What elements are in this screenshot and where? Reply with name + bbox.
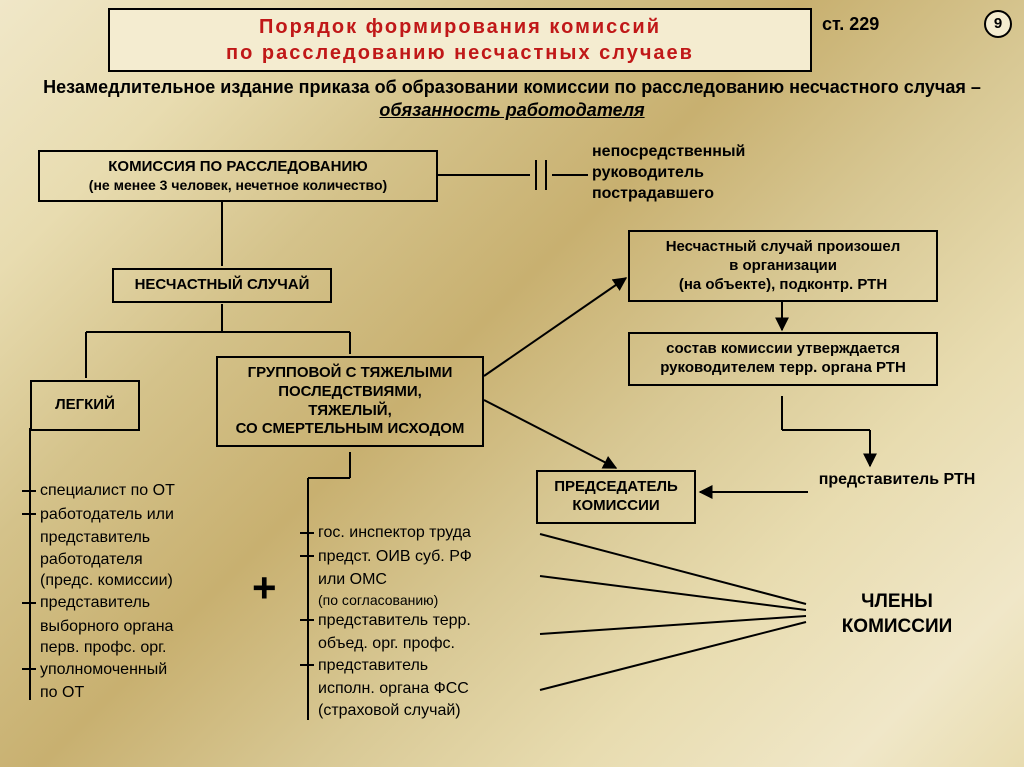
title-box: Порядок формирования комиссий по расслед…	[108, 8, 812, 72]
list-cont: исполн. органа ФСС	[300, 678, 540, 700]
heavy-l1: ГРУППОВОЙ С ТЯЖЕЛЫМИ	[226, 364, 474, 383]
node-commission: КОМИССИЯ ПО РАССЛЕДОВАНИЮ (не менее 3 че…	[38, 150, 438, 202]
statute-ref: ст. 229	[822, 14, 879, 35]
node-chairman: ПРЕДСЕДАТЕЛЬ КОМИССИИ	[536, 470, 696, 524]
list-item: представитель терр.	[300, 610, 540, 632]
list-item: представитель	[22, 592, 242, 614]
node-heavy: ГРУППОВОЙ С ТЯЖЕЛЫМИ ПОСЛЕДСТВИЯМИ, ТЯЖЕ…	[216, 356, 484, 447]
list-cont: выборного органа	[22, 616, 242, 638]
list-cont: или ОМС	[300, 569, 540, 591]
node-rtn-org: Несчастный случай произошел в организаци…	[628, 230, 938, 302]
list-item: гос. инспектор труда	[300, 522, 540, 544]
list-item: представитель	[300, 655, 540, 677]
commission-line1: КОМИССИЯ ПО РАССЛЕДОВАНИЮ	[48, 158, 428, 177]
list-cont: по ОТ	[22, 682, 242, 704]
list-cont: перв. профс. орг.	[22, 637, 242, 659]
node-light: ЛЕГКИЙ	[30, 380, 140, 431]
subtitle: Незамедлительное издание приказа об обра…	[0, 76, 1024, 123]
chairman-l2: КОМИССИИ	[546, 497, 686, 516]
list-cont: объед. орг. профс.	[300, 633, 540, 655]
list-light: специалист по ОТ работодатель или предст…	[22, 480, 242, 704]
text-members: ЧЛЕНЫ КОМИССИИ	[812, 590, 982, 639]
members-l1: ЧЛЕНЫ	[812, 590, 982, 615]
node-accident: НЕСЧАСТНЫЙ СЛУЧАЙ	[112, 268, 332, 303]
list-cont: (предс. комиссии)	[22, 570, 242, 592]
heavy-l4: СО СМЕРТЕЛЬНЫМ ИСХОДОМ	[226, 420, 474, 439]
list-item: специалист по ОТ	[22, 480, 242, 502]
plus-symbol: +	[252, 564, 277, 612]
rtn-org-l2: в организации	[638, 257, 928, 276]
list-item: уполномоченный	[22, 659, 242, 681]
rtn-org-l3: (на объекте), подконтр. РТН	[638, 276, 928, 295]
list-item: предст. ОИВ суб. РФ	[300, 546, 540, 568]
subtitle-plain: Незамедлительное издание приказа об обра…	[43, 77, 981, 97]
rtn-org-l1: Несчастный случай произошел	[638, 238, 928, 257]
list-cont: представитель	[22, 527, 242, 549]
commission-line2: (не менее 3 человек, нечетное количество…	[48, 177, 428, 195]
node-rtn-approve: состав комиссии утверждается руководител…	[628, 332, 938, 386]
page-number: 9	[984, 10, 1012, 38]
subtitle-emph: обязанность работодателя	[379, 100, 644, 120]
text-rtn-rep: представитель РТН	[812, 470, 982, 491]
list-cont: (страховой случай)	[300, 700, 540, 722]
list-item: работодатель или	[22, 504, 242, 526]
list-note: (по согласованию)	[300, 591, 540, 610]
text-supervisor: непосредственный руководитель пострадавш…	[592, 142, 822, 204]
list-heavy: гос. инспектор труда предст. ОИВ суб. РФ…	[300, 522, 540, 722]
title-line-2: по расследованию несчастных случаев	[120, 40, 800, 66]
members-l2: КОМИССИИ	[812, 615, 982, 640]
heavy-l2: ПОСЛЕДСТВИЯМИ,	[226, 383, 474, 402]
chairman-l1: ПРЕДСЕДАТЕЛЬ	[546, 478, 686, 497]
heavy-l3: ТЯЖЕЛЫЙ,	[226, 402, 474, 421]
list-cont: работодателя	[22, 549, 242, 571]
title-line-1: Порядок формирования комиссий	[120, 14, 800, 40]
